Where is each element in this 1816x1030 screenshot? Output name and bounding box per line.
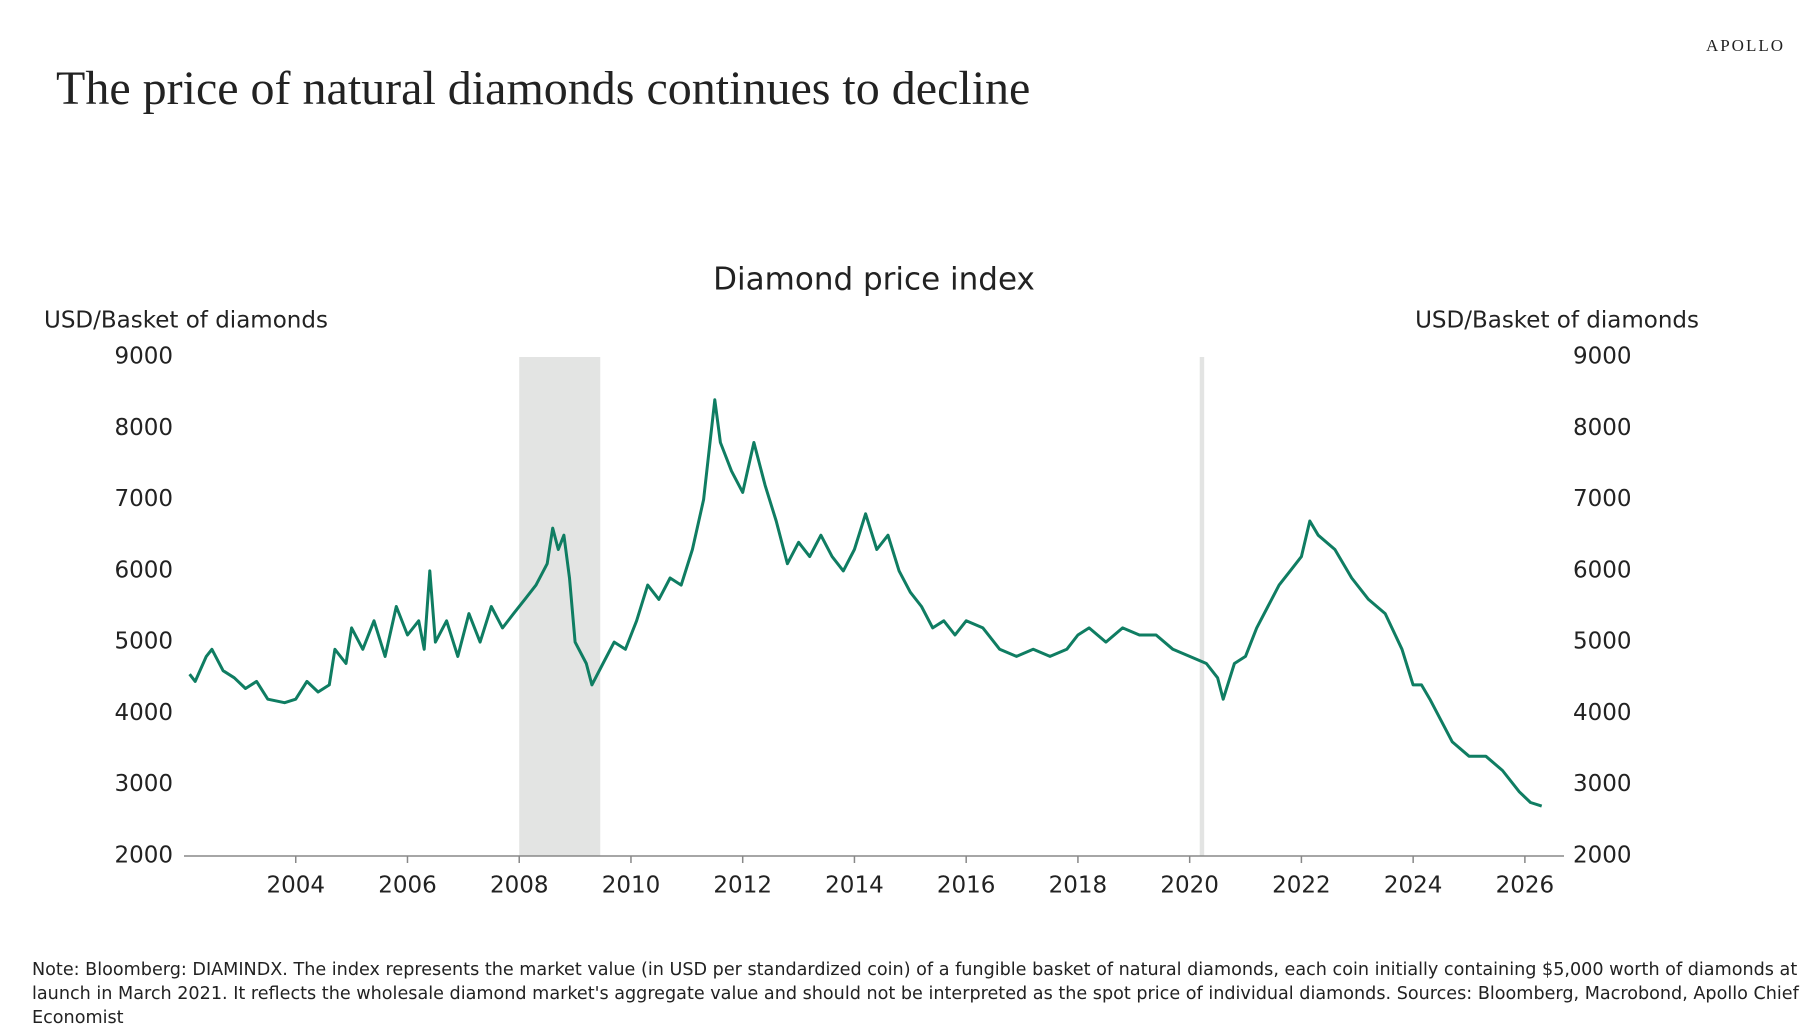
y-tick-label: 9000 [114,344,173,370]
note: Note: Bloomberg: DIAMINDX. The index rep… [32,960,1799,1028]
x-tick-label: 2022 [1272,873,1331,899]
y-tick-label: 6000 [114,557,173,583]
shaded-period [1199,357,1205,856]
x-tick-label: 2004 [266,873,325,899]
y-tick-label: 4000 [114,700,173,726]
x-tick-label: 2020 [1160,873,1219,899]
y2-tick-label: 8000 [1573,415,1632,441]
page-title: The price of natural diamonds continues … [56,62,1030,115]
x-tick-label: 2006 [378,873,437,899]
y2-tick-label: 5000 [1573,629,1632,655]
y2-tick-label: 7000 [1573,486,1632,512]
x-tick-label: 2012 [713,873,772,899]
x-tick-label: 2008 [490,873,549,899]
y2-tick-label: 2000 [1573,843,1632,869]
y2-tick-label: 4000 [1573,700,1632,726]
x-tick-label: 2016 [937,873,996,899]
x-tick-label: 2026 [1496,873,1555,899]
x-tick-label: 2018 [1049,873,1108,899]
line-series [188,398,1543,808]
brand: APOLLO [1706,36,1785,55]
x-tick-label: 2024 [1384,873,1443,899]
chart-title: Diamond price index [713,262,1035,298]
y-axis-label: USD/Basket of diamonds [44,308,328,334]
y-tick-label: 7000 [114,486,173,512]
y2-tick-label: 6000 [1573,557,1632,583]
y2-tick-label: 9000 [1573,344,1632,370]
y-tick-label: 8000 [114,415,173,441]
y-tick-label: 2000 [114,843,173,869]
y-tick-label: 5000 [114,629,173,655]
x-tick-label: 2014 [825,873,884,899]
y2-tick-label: 3000 [1573,771,1632,797]
x-tick-label: 2010 [602,873,661,899]
shaded-period [519,357,601,856]
y-tick-label: 3000 [114,771,173,797]
y2-axis-label: USD/Basket of diamonds [1415,308,1699,334]
